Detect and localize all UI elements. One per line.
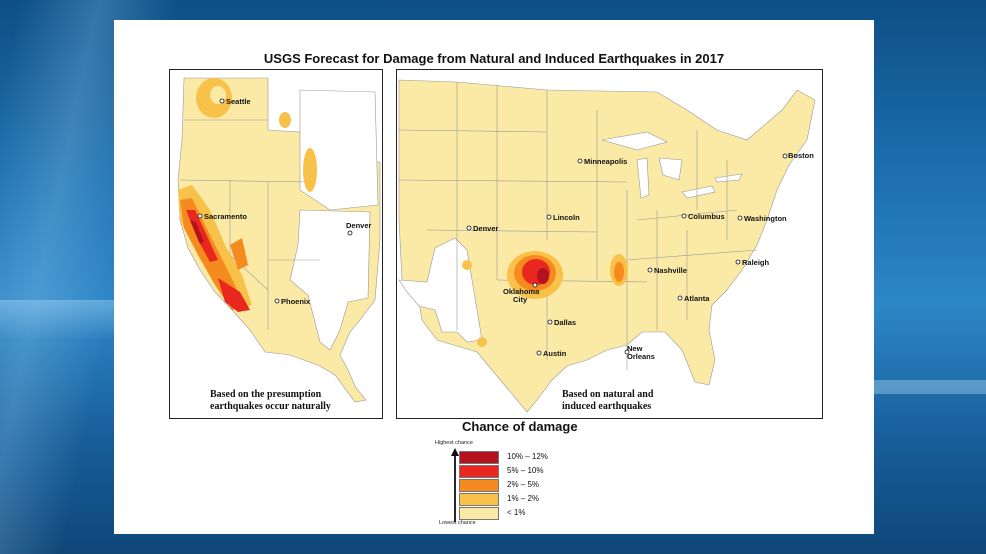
city-atlanta: Atlanta bbox=[684, 294, 710, 303]
background-streak bbox=[870, 380, 986, 394]
legend-swatch bbox=[459, 493, 499, 506]
legend: Highest chance Lowest chance 10% – 12% 5… bbox=[435, 437, 555, 526]
legend-label: 2% – 5% bbox=[507, 480, 540, 489]
city-dallas: Dallas bbox=[554, 318, 576, 327]
east-caption-line1: Based on natural and bbox=[562, 389, 654, 400]
city-austin: Austin bbox=[543, 349, 567, 358]
legend-arrow-icon bbox=[451, 448, 459, 522]
city-minneapolis: Minneapolis bbox=[584, 157, 627, 166]
city-lincoln: Lincoln bbox=[553, 213, 580, 222]
legend-label: < 1% bbox=[507, 508, 526, 517]
legend-lowest-label: Lowest chance bbox=[439, 520, 476, 526]
west-map: Seattle Sacramento Denver Phoenix Based … bbox=[170, 70, 382, 418]
legend-swatch bbox=[459, 451, 499, 464]
west-caption-line1: Based on the presumption bbox=[210, 389, 322, 400]
legend-swatch bbox=[459, 507, 499, 520]
hazard-zones bbox=[178, 78, 317, 312]
city-columbus: Columbus bbox=[688, 212, 725, 221]
city-oklahoma-city: City bbox=[513, 295, 528, 304]
legend-swatch bbox=[459, 465, 499, 478]
city-raleigh: Raleigh bbox=[742, 258, 770, 267]
city-oklahoma: Oklahoma bbox=[503, 287, 540, 296]
background-streak bbox=[0, 300, 114, 340]
east-caption-line2: induced earthquakes bbox=[562, 401, 651, 412]
city-new: New bbox=[627, 344, 643, 353]
east-map: Minneapolis Boston Lincoln Columbus Wash… bbox=[397, 70, 822, 418]
city-seattle: Seattle bbox=[226, 97, 251, 106]
legend-highest-label: Highest chance bbox=[435, 440, 473, 446]
west-map-panel: Seattle Sacramento Denver Phoenix Based … bbox=[169, 69, 383, 419]
map-title: USGS Forecast for Damage from Natural an… bbox=[263, 51, 725, 66]
east-map-panel: Minneapolis Boston Lincoln Columbus Wash… bbox=[396, 69, 823, 419]
hazard-zones bbox=[462, 251, 628, 347]
city-phoenix: Phoenix bbox=[281, 297, 311, 306]
legend-swatch bbox=[459, 479, 499, 492]
great-lakes bbox=[601, 131, 743, 199]
city-nashville: Nashville bbox=[654, 266, 687, 275]
city-denver-west: Denver bbox=[346, 221, 372, 230]
west-city-markers: Seattle Sacramento Denver Phoenix bbox=[197, 97, 372, 306]
west-caption-line2: earthquakes occur naturally bbox=[210, 401, 331, 412]
city-sacramento: Sacramento bbox=[204, 212, 247, 221]
city-boston: Boston bbox=[788, 151, 814, 160]
legend-label: 5% – 10% bbox=[507, 466, 544, 475]
city-washington: Washington bbox=[744, 214, 787, 223]
legend-label: 10% – 12% bbox=[507, 452, 548, 461]
legend-title: Chance of damage bbox=[462, 419, 578, 434]
city-orleans: Orleans bbox=[627, 352, 655, 361]
city-denver-east: Denver bbox=[473, 224, 499, 233]
legend-label: 1% – 2% bbox=[507, 494, 540, 503]
east-city-markers: Minneapolis Boston Lincoln Columbus Wash… bbox=[466, 151, 814, 361]
